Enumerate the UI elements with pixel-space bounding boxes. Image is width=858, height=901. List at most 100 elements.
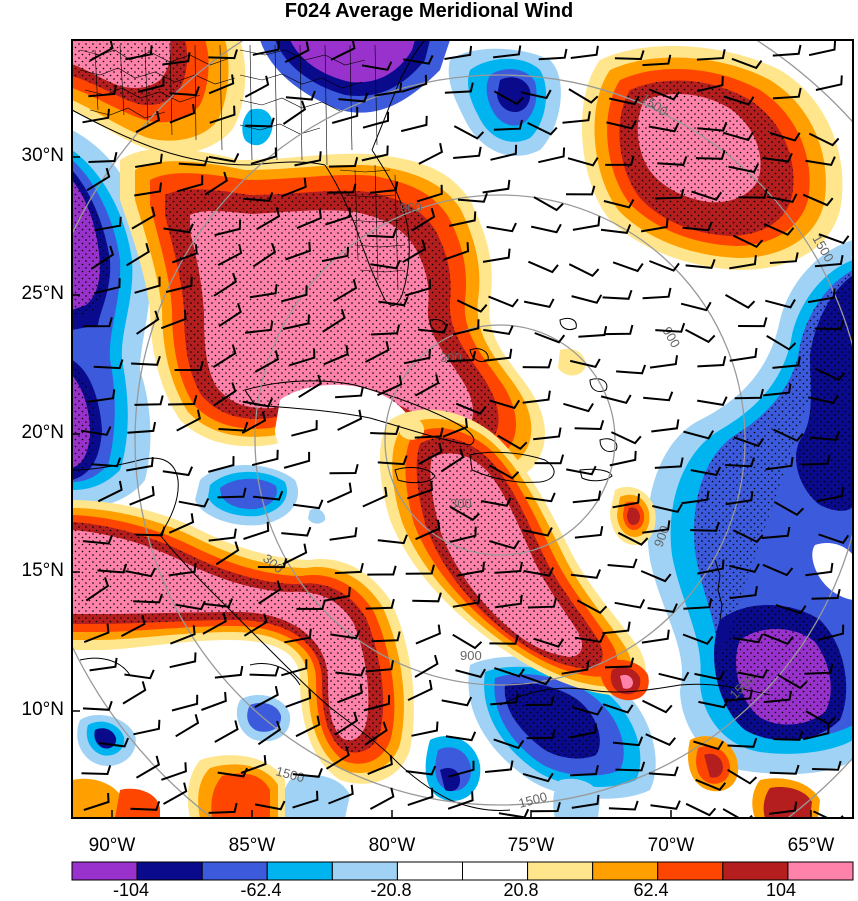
wind-barb [414,654,439,678]
wind-barb [414,427,444,439]
wind-barb [122,681,147,705]
wind-barb [728,163,759,174]
wind-barb [402,240,427,264]
wind-barb [649,260,680,272]
wind-barb [534,332,566,344]
wind-barb [738,317,768,328]
wind-barb [93,359,124,370]
wind-barb [650,800,681,810]
wind-barb [209,105,236,124]
wind-barb [772,356,801,369]
wind-barb [567,157,599,167]
wind-barb [201,691,227,711]
wind-barb [244,75,270,98]
colorbar-swatch [462,861,529,881]
wind-barb [208,456,235,473]
wind-barb [647,603,678,614]
wind-barb [802,193,834,207]
wind-barb [208,802,238,814]
wind-barb [725,457,755,468]
wind-barb [655,322,686,333]
lon-label-75w: 75°W [507,835,555,856]
wind-barb [817,624,845,641]
wind-barb [406,480,433,500]
wind-barb [818,233,850,245]
wind-barb [640,570,672,583]
wind-barb [489,634,519,645]
wind-barb [497,434,528,450]
wind-barb [482,179,511,194]
wind-barb [162,466,194,477]
ring-label: 900 [400,200,422,215]
wind-barb [642,287,672,300]
wind-barb [600,394,632,404]
wind-barb [572,490,602,504]
wind-barb [763,690,793,704]
wind-barb [490,693,519,706]
wind-barb [202,612,227,635]
wind-barb [160,309,187,330]
wind-barb [722,131,754,142]
wind-barb [323,586,351,602]
colorbar-label: -104 [112,880,150,900]
wind-barb [213,382,237,407]
wind-barb [170,625,196,645]
wind-barb [329,527,358,541]
wind-barb [612,736,644,747]
wind-barb [449,526,477,543]
wind-barb [443,242,470,261]
wind-barb [136,310,160,335]
wind-barb [208,152,240,163]
wind-barb [285,689,312,708]
wind-barb [97,480,123,503]
wind-barb [415,519,441,541]
wind-barb [281,285,308,303]
wind-barb [657,156,688,166]
wind-barb [337,409,363,431]
wind-barb [249,284,278,299]
wind-barb [321,246,350,263]
wind-barb [696,76,724,93]
wind-barb [643,391,674,402]
wind-barb [243,613,268,637]
wind-barb [609,450,637,467]
wind-barb [489,399,521,410]
wind-barb [401,74,428,93]
wind-barb [572,706,604,716]
wind-barb [282,543,308,566]
wind-barb [818,533,850,544]
wind-barb [374,82,403,97]
wind-barb [204,171,228,196]
wind-barb [249,666,280,677]
wind-barb [696,49,726,61]
positive-wind-northwest [72,40,246,154]
wind-barb [131,206,156,230]
lon-label-70w: 70°W [647,835,695,856]
wind-barb [568,263,600,278]
wind-barb [570,45,599,59]
wind-barb [416,184,443,203]
wind-barb [120,614,146,637]
ring-label: 1500 [517,789,549,811]
coastlines [72,40,771,811]
wind-barb [250,147,277,165]
wind-barb [769,131,801,142]
wind-barb [176,409,201,432]
wind-barb [522,358,553,369]
wind-barb [289,348,316,367]
wind-barb [724,689,753,702]
wind-barb [612,261,644,273]
wind-barb [494,561,523,574]
wind-barb [245,117,275,128]
lon-label-90w: 90°W [88,835,136,856]
wind-barb [165,276,193,293]
wind-barb [456,299,488,313]
wind-barb [163,223,194,234]
wind-barb [814,255,844,268]
wind-barb [762,563,794,577]
wind-barb [370,259,401,270]
wind-barb [533,637,565,648]
wind-barb [405,564,435,575]
colorbar-label: -20.8 [370,880,412,900]
wind-barb [369,787,395,810]
